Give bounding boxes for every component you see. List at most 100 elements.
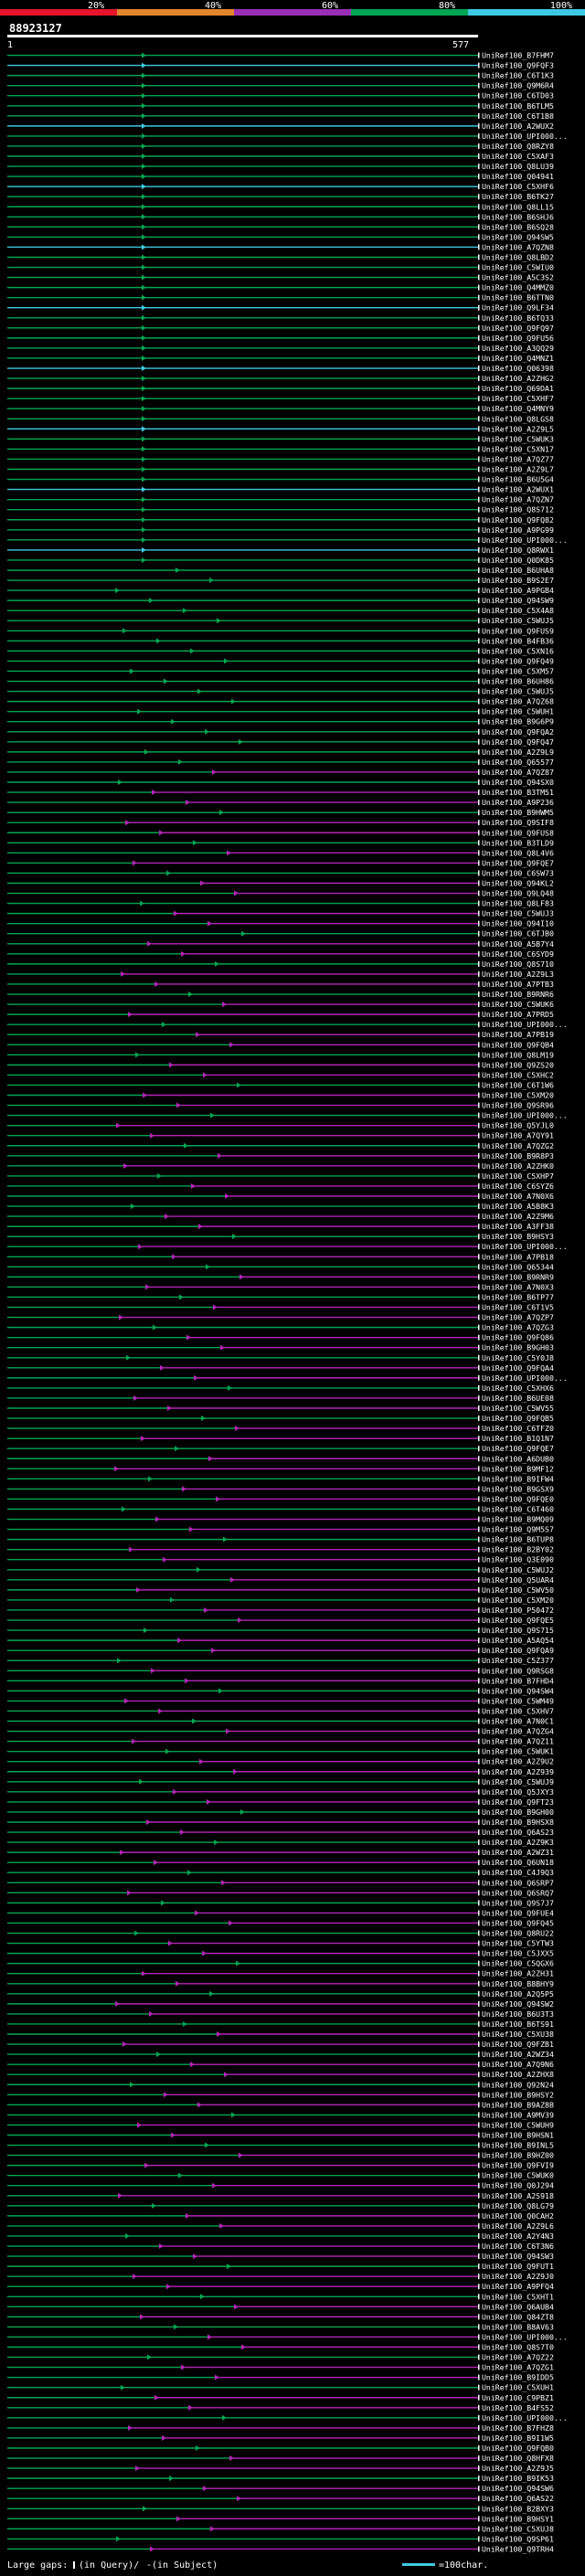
hit-label[interactable]: UniRef100_Q94KL2	[482, 878, 554, 887]
hit-label[interactable]: UniRef100_C5Z377	[482, 1656, 554, 1665]
hit-label[interactable]: UniRef100_C5WUH9	[482, 2120, 554, 2129]
hit-label[interactable]: UniRef100_Q94SW4	[482, 1686, 554, 1695]
hit-label[interactable]: UniRef100_UPI000...	[482, 535, 568, 545]
hit-label[interactable]: UniRef100_Q8RU22	[482, 1929, 554, 1938]
hit-label[interactable]: UniRef100_Q8S710	[482, 959, 554, 969]
hit-label[interactable]: UniRef100_C5XHP7	[482, 1171, 554, 1181]
hit-label[interactable]: UniRef100_Q6SRQ7	[482, 1888, 554, 1897]
hit-label[interactable]: UniRef100_Q9TRH4	[482, 2544, 554, 2553]
hit-label[interactable]: UniRef100_B9MF12	[482, 1464, 554, 1473]
hit-label[interactable]: UniRef100_Q8LM19	[482, 1050, 554, 1059]
hit-label[interactable]: UniRef100_Q94SW2	[482, 1999, 554, 2009]
hit-label[interactable]: UniRef100_A7PTB3	[482, 980, 554, 989]
hit-label[interactable]: UniRef100_A7QZP7	[482, 1313, 554, 1322]
hit-label[interactable]: UniRef100_C5WUJ5	[482, 687, 554, 696]
hit-label[interactable]: UniRef100_Q8LL15	[482, 202, 554, 211]
hit-label[interactable]: UniRef100_B9HZ00	[482, 2151, 554, 2160]
hit-label[interactable]: UniRef100_Q9FU56	[482, 334, 554, 343]
hit-label[interactable]: UniRef100_Q9M5S7	[482, 1525, 554, 1534]
hit-label[interactable]: UniRef100_C5XHX6	[482, 1383, 554, 1393]
hit-label[interactable]: UniRef100_B9IFW4	[482, 1474, 554, 1483]
hit-label[interactable]: UniRef100_Q6AUB4	[482, 2302, 554, 2311]
hit-label[interactable]: UniRef100_B9IK53	[482, 2474, 554, 2483]
hit-label[interactable]: UniRef100_A3FF38	[482, 1222, 554, 1231]
hit-label[interactable]: UniRef100_B3TM51	[482, 788, 554, 797]
hit-label[interactable]: UniRef100_A2Z9L7	[482, 465, 554, 474]
hit-label[interactable]: UniRef100_C5XHV7	[482, 1706, 554, 1715]
hit-label[interactable]: UniRef100_A7PB19	[482, 1030, 554, 1039]
hit-label[interactable]: UniRef100_Q94SW6	[482, 2484, 554, 2493]
hit-label[interactable]: UniRef100_A2Z9J5	[482, 2464, 554, 2473]
hit-label[interactable]: UniRef100_Q6AS22	[482, 2494, 554, 2503]
hit-label[interactable]: UniRef100_B9IDD5	[482, 2373, 554, 2382]
hit-label[interactable]: UniRef100_C6SW73	[482, 868, 554, 877]
hit-label[interactable]: UniRef100_A2WZ34	[482, 2050, 554, 2059]
hit-label[interactable]: UniRef100_Q8LBD2	[482, 252, 554, 261]
hit-label[interactable]: UniRef100_UPI000...	[482, 2413, 568, 2422]
hit-label[interactable]: UniRef100_A7QY91	[482, 1131, 554, 1140]
hit-label[interactable]: UniRef100_Q8RWX1	[482, 546, 554, 555]
hit-label[interactable]: UniRef100_Q9S7J7	[482, 1898, 554, 1907]
hit-label[interactable]: UniRef100_B6TUP8	[482, 1535, 554, 1544]
hit-label[interactable]: UniRef100_A2S918	[482, 2191, 554, 2200]
hit-label[interactable]: UniRef100_Q8LGS8	[482, 414, 554, 423]
hit-label[interactable]: UniRef100_Q8HFX8	[482, 2454, 554, 2463]
hit-label[interactable]: UniRef100_B9AZ8B	[482, 2100, 554, 2109]
hit-label[interactable]: UniRef100_C5XU38	[482, 2030, 554, 2039]
hit-label[interactable]: UniRef100_C6T1W6	[482, 1080, 554, 1089]
hit-label[interactable]: UniRef100_C5WUJ3	[482, 909, 554, 918]
hit-label[interactable]: UniRef100_Q8LG79	[482, 2201, 554, 2210]
hit-label[interactable]: UniRef100_C6T1K3	[482, 71, 554, 80]
hit-label[interactable]: UniRef100_B6SQ28	[482, 222, 554, 231]
hit-label[interactable]: UniRef100_C6SYD9	[482, 949, 554, 959]
hit-label[interactable]: UniRef100_Q9FUT1	[482, 2262, 554, 2271]
hit-label[interactable]: UniRef100_Q4MNZ1	[482, 354, 554, 363]
hit-label[interactable]: UniRef100_Q3E090	[482, 1555, 554, 1564]
hit-label[interactable]: UniRef100_A7QZN8	[482, 242, 554, 251]
hit-label[interactable]: UniRef100_A7QZ11	[482, 1737, 554, 1746]
hit-label[interactable]: UniRef100_B6TP77	[482, 1292, 554, 1301]
hit-label[interactable]: UniRef100_A2ZHG2	[482, 374, 554, 383]
hit-label[interactable]: UniRef100_A2ZHK0	[482, 1161, 554, 1171]
hit-label[interactable]: UniRef100_C5XM20	[482, 1091, 554, 1100]
hit-label[interactable]: UniRef100_A7N0C1	[482, 1717, 554, 1726]
hit-label[interactable]: UniRef100_B6UHA8	[482, 566, 554, 575]
hit-label[interactable]: UniRef100_B4FB36	[482, 636, 554, 645]
hit-label[interactable]: UniRef100_Q8LU39	[482, 162, 554, 171]
hit-label[interactable]: UniRef100_Q69DA1	[482, 384, 554, 393]
hit-label[interactable]: UniRef100_Q84ZT8	[482, 2312, 554, 2321]
hit-label[interactable]: UniRef100_UPI000...	[482, 2332, 568, 2341]
hit-label[interactable]: UniRef100_Q8RZY8	[482, 142, 554, 151]
hit-label[interactable]: UniRef100_A2WUX2	[482, 122, 554, 131]
hit-label[interactable]: UniRef100_A2WUX1	[482, 485, 554, 494]
hit-label[interactable]: UniRef100_C6T3N6	[482, 2242, 554, 2251]
hit-label[interactable]: UniRef100_C5XHF7	[482, 394, 554, 403]
hit-label[interactable]: UniRef100_A7QZ68	[482, 697, 554, 706]
hit-label[interactable]: UniRef100_B9RNR9	[482, 1272, 554, 1281]
hit-label[interactable]: UniRef100_Q4MNY9	[482, 404, 554, 413]
hit-label[interactable]: UniRef100_C4J9Q3	[482, 1868, 554, 1877]
hit-label[interactable]: UniRef100_Q9FQ49	[482, 656, 554, 665]
hit-label[interactable]: UniRef100_C5XN17	[482, 444, 554, 453]
hit-label[interactable]: UniRef100_B6TQ33	[482, 313, 554, 323]
hit-label[interactable]: UniRef100_B6U5G4	[482, 475, 554, 484]
hit-label[interactable]: UniRef100_B6TS91	[482, 2019, 554, 2029]
hit-label[interactable]: UniRef100_C5JXX5	[482, 1949, 554, 1958]
hit-label[interactable]: UniRef100_B9S2E7	[482, 576, 554, 585]
hit-label[interactable]: UniRef100_Q8S712	[482, 505, 554, 514]
hit-label[interactable]: UniRef100_Q5YJL0	[482, 1121, 554, 1130]
hit-label[interactable]: UniRef100_Q9FQB5	[482, 1414, 554, 1423]
hit-label[interactable]: UniRef100_Q9SIF8	[482, 818, 554, 827]
hit-label[interactable]: UniRef100_Q94SW3	[482, 2252, 554, 2261]
hit-label[interactable]: UniRef100_A2Z9L6	[482, 2221, 554, 2231]
hit-label[interactable]: UniRef100_B9HSN1	[482, 2130, 554, 2139]
hit-label[interactable]: UniRef100_Q9FZB1	[482, 2040, 554, 2049]
hit-label[interactable]: UniRef100_B9HSX8	[482, 1818, 554, 1827]
hit-label[interactable]: UniRef100_Q9FQE7	[482, 858, 554, 867]
hit-label[interactable]: UniRef100_A7QZG4	[482, 1727, 554, 1736]
hit-label[interactable]: UniRef100_C5WV50	[482, 1585, 554, 1595]
hit-label[interactable]: UniRef100_A7QZ87	[482, 768, 554, 777]
hit-label[interactable]: UniRef100_A3QQ29	[482, 344, 554, 353]
hit-label[interactable]: UniRef100_A5AQ54	[482, 1636, 554, 1645]
hit-label[interactable]: UniRef100_Q0J294	[482, 2181, 554, 2190]
